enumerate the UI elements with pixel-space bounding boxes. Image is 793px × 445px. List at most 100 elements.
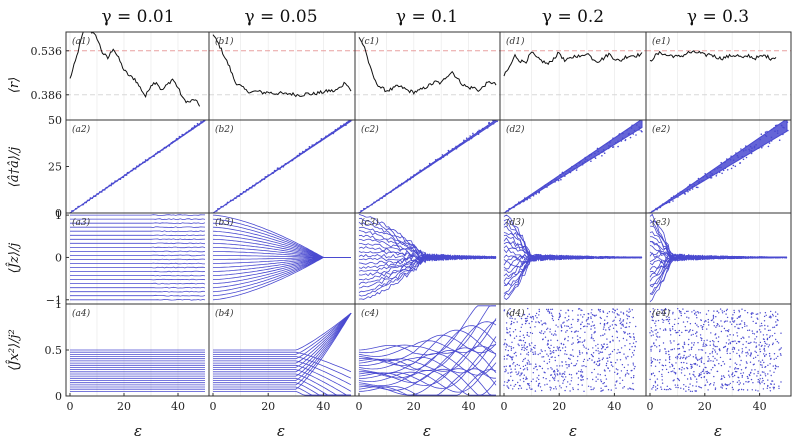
data-point — [534, 353, 537, 355]
data-point — [625, 356, 627, 358]
data-point — [693, 371, 695, 373]
panel-r4-c3: (c4)0 20 40 — [354, 303, 501, 413]
data-point — [715, 172, 718, 175]
jz-trajectory — [70, 278, 206, 281]
data-point — [518, 384, 521, 387]
data-point — [686, 362, 688, 364]
data-point — [669, 356, 671, 358]
data-point — [669, 358, 671, 361]
data-point — [750, 378, 753, 381]
data-point — [309, 146, 312, 149]
data-point — [523, 344, 526, 346]
data-point — [509, 317, 511, 319]
data-point — [603, 369, 606, 371]
data-point — [635, 341, 637, 343]
data-point — [486, 125, 488, 128]
data-point — [716, 370, 718, 373]
data-point — [726, 316, 729, 319]
data-point — [626, 310, 628, 312]
data-point — [527, 359, 529, 361]
data-point — [622, 319, 625, 321]
data-point — [695, 356, 697, 358]
data-point — [716, 359, 718, 361]
jx2-trajectory — [213, 312, 352, 377]
data-point — [727, 343, 730, 345]
data-point — [287, 162, 290, 164]
data-point — [665, 389, 667, 391]
data-point — [94, 195, 97, 197]
data-point — [656, 387, 659, 390]
data-point — [678, 310, 681, 312]
data-point — [738, 316, 740, 319]
data-point — [592, 378, 594, 381]
data-point — [622, 320, 624, 322]
data-point — [465, 137, 468, 139]
data-point — [523, 358, 525, 361]
data-point — [732, 317, 734, 319]
data-point — [603, 343, 605, 345]
data-point — [721, 312, 724, 314]
data-point — [579, 341, 581, 343]
data-point — [696, 317, 698, 319]
data-point — [761, 377, 764, 380]
data-point — [556, 368, 558, 370]
data-point — [542, 356, 545, 358]
data-point — [742, 150, 745, 152]
data-point — [600, 151, 603, 153]
data-point — [503, 384, 505, 386]
data-point — [578, 350, 581, 352]
data-point — [597, 373, 599, 375]
data-point — [667, 371, 670, 374]
data-point — [383, 195, 386, 197]
data-point — [769, 387, 771, 389]
data-point — [728, 374, 730, 376]
data-point — [743, 337, 745, 339]
data-point — [701, 327, 703, 329]
data-point — [750, 353, 752, 355]
data-point — [764, 312, 767, 314]
data-point — [689, 390, 692, 392]
data-point — [531, 342, 533, 344]
panel-label: (c3) — [361, 217, 379, 228]
data-point — [551, 333, 553, 335]
data-point — [517, 343, 519, 345]
data-point — [547, 310, 549, 312]
data-point — [757, 372, 759, 374]
data-point — [532, 351, 534, 353]
data-point — [577, 330, 579, 333]
data-point — [608, 356, 611, 358]
data-point — [463, 140, 465, 142]
data-point — [555, 324, 557, 326]
data-point — [736, 381, 739, 383]
data-point — [755, 351, 757, 354]
data-point — [620, 347, 623, 349]
data-point — [522, 365, 525, 368]
data-point — [179, 136, 181, 139]
data-point — [612, 340, 614, 342]
data-point — [448, 150, 450, 152]
data-point — [554, 377, 556, 379]
data-point — [615, 387, 617, 389]
data-point — [679, 353, 681, 355]
data-point — [733, 311, 735, 314]
data-point — [363, 208, 365, 210]
data-point — [672, 328, 674, 330]
data-point — [236, 195, 238, 197]
data-point — [616, 308, 618, 310]
data-point — [651, 210, 653, 213]
data-point — [689, 329, 691, 331]
data-point — [583, 340, 585, 342]
data-point — [764, 345, 766, 347]
data-point — [706, 344, 708, 347]
data-point — [742, 389, 745, 391]
data-point — [726, 320, 728, 322]
data-point — [631, 369, 633, 372]
data-point — [738, 380, 740, 382]
data-point — [572, 318, 574, 321]
data-point — [552, 319, 555, 322]
panel-r1-c5: (e1) — [645, 31, 792, 121]
data-point — [702, 176, 705, 178]
data-point — [709, 372, 711, 374]
data-point — [712, 348, 714, 350]
data-point — [713, 341, 715, 343]
